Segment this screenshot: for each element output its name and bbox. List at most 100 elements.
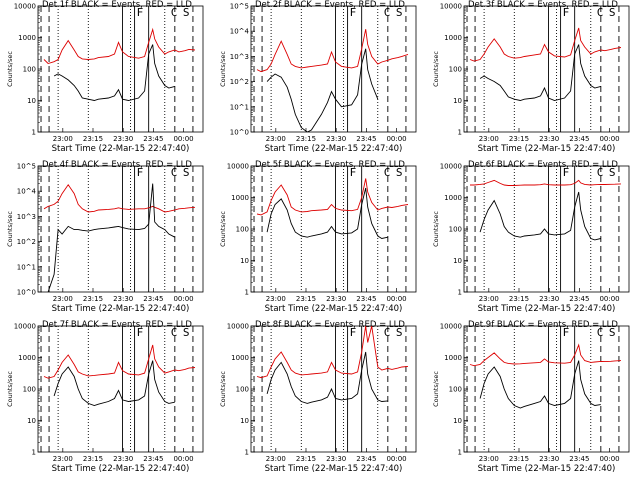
events-series-line — [266, 351, 388, 404]
plot-frame — [37, 165, 204, 293]
y-tick-label: 10^5 — [230, 3, 249, 11]
flag-label: C — [171, 6, 178, 19]
flag-label: S — [396, 326, 403, 339]
chart-panel: Det 8f BLACK = Events, RED = LLD F C S 1 10 10… — [213, 320, 423, 480]
y-tick-label: 10 — [240, 257, 249, 265]
events-series-line — [266, 48, 379, 132]
lld-series-line — [469, 27, 622, 62]
y-tick-label: 10^0 — [230, 129, 249, 137]
plot-frame — [463, 5, 630, 133]
x-tick-label: 23:30 — [326, 135, 346, 143]
y-tick-label: 10000 — [14, 3, 36, 11]
y-tick-label: 10^0 — [17, 289, 36, 297]
flag-label: C — [384, 166, 391, 179]
y-tick-label: 1 — [458, 449, 462, 457]
flag-label: C — [171, 326, 178, 339]
x-axis-label: Start Time (22-Mar-15 22:47:40) — [52, 304, 190, 314]
x-axis-label: Start Time (22-Mar-15 22:47:40) — [265, 144, 403, 154]
x-axis-label: Start Time (22-Mar-15 22:47:40) — [52, 464, 190, 474]
chart-title: Det 1f BLACK = Events, RED = LLD — [42, 0, 192, 10]
x-axis-label: Start Time (22-Mar-15 22:47:40) — [52, 144, 190, 154]
plot-frame — [250, 5, 417, 133]
x-tick-label: 23:30 — [113, 135, 133, 143]
chart-title: Det 2f BLACK = Events, RED = LLD — [255, 0, 405, 10]
y-axis-label: Counts/sec — [6, 211, 14, 247]
x-tick-label: 23:15 — [83, 135, 103, 143]
chart-title: Det 4f BLACK = Events, RED = LLD — [42, 160, 192, 170]
x-tick-label: 23:00 — [53, 455, 73, 463]
flag-label: S — [396, 6, 403, 19]
y-axis-label: Counts/sec — [6, 371, 14, 407]
chart-title: Det 8f BLACK = Events, RED = LLD — [255, 320, 405, 330]
y-axis-label: Counts/sec — [432, 211, 440, 247]
y-tick-label: 100 — [449, 226, 462, 234]
flag-label: S — [183, 6, 190, 19]
flag-label: F — [350, 6, 357, 19]
events-series-line — [47, 183, 176, 292]
lld-series-line — [256, 29, 409, 73]
y-tick-label: 10^1 — [17, 263, 36, 271]
y-tick-label: 10 — [453, 97, 462, 105]
plot-frame — [250, 325, 417, 453]
x-tick-label: 23:00 — [479, 135, 499, 143]
y-axis-label: Counts/sec — [432, 51, 440, 87]
x-tick-label: 23:30 — [539, 455, 559, 463]
flag-label: C — [171, 166, 178, 179]
x-tick-label: 00:00 — [599, 135, 619, 143]
y-tick-label: 10000 — [440, 3, 462, 11]
events-series-line — [53, 44, 175, 101]
y-tick-label: 1000 — [444, 354, 462, 362]
y-tick-label: 1 — [458, 129, 462, 137]
y-tick-label: 10000 — [227, 323, 249, 331]
y-tick-label: 10 — [240, 417, 249, 425]
x-tick-label: 23:45 — [569, 135, 589, 143]
y-tick-label: 10^5 — [17, 163, 36, 171]
y-tick-label: 10^1 — [230, 103, 249, 111]
x-tick-label: 23:15 — [296, 295, 316, 303]
x-tick-label: 23:45 — [143, 295, 163, 303]
chart-title: Det 6f BLACK = Events, RED = LLD — [468, 160, 618, 170]
x-tick-label: 00:00 — [386, 295, 406, 303]
y-axis-label: Counts/sec — [219, 371, 227, 407]
x-tick-label: 00:00 — [173, 135, 193, 143]
flag-label: F — [563, 326, 570, 339]
plot-frame — [37, 5, 204, 133]
x-tick-label: 23:30 — [539, 135, 559, 143]
y-tick-label: 10^3 — [230, 53, 249, 61]
y-tick-label: 10^3 — [17, 213, 36, 221]
flag-label: S — [609, 6, 616, 19]
y-tick-label: 10 — [27, 97, 36, 105]
y-tick-label: 1000 — [18, 34, 36, 42]
chart-title: Det 3f BLACK = Events, RED = LLD — [468, 0, 618, 10]
flag-label: S — [609, 326, 616, 339]
x-tick-label: 23:45 — [356, 295, 376, 303]
y-tick-label: 10^2 — [17, 238, 36, 246]
x-tick-label: 23:00 — [266, 135, 286, 143]
y-tick-label: 100 — [449, 66, 462, 74]
lld-series-line — [256, 326, 409, 379]
lld-series-line — [43, 344, 196, 379]
chart-title: Det 5f BLACK = Events, RED = LLD — [255, 160, 405, 170]
x-tick-label: 23:00 — [479, 295, 499, 303]
y-tick-label: 10000 — [440, 163, 462, 171]
y-axis-label: Counts/sec — [432, 371, 440, 407]
y-tick-label: 1000 — [231, 354, 249, 362]
x-tick-label: 23:30 — [539, 295, 559, 303]
flag-label: S — [609, 166, 616, 179]
flag-label: C — [597, 326, 604, 339]
chart-panel: Det 4f BLACK = Events, RED = LLD F C S 10^0 1… — [0, 160, 210, 320]
chart-panel: Det 7f BLACK = Events, RED = LLD F C S 1 10 10… — [0, 320, 210, 480]
events-series-line — [53, 360, 175, 406]
flag-label: C — [597, 166, 604, 179]
y-tick-label: 1 — [32, 449, 36, 457]
y-tick-label: 1 — [32, 129, 36, 137]
y-tick-label: 1 — [245, 289, 249, 297]
x-tick-label: 00:00 — [599, 295, 619, 303]
y-tick-label: 1 — [458, 289, 462, 297]
